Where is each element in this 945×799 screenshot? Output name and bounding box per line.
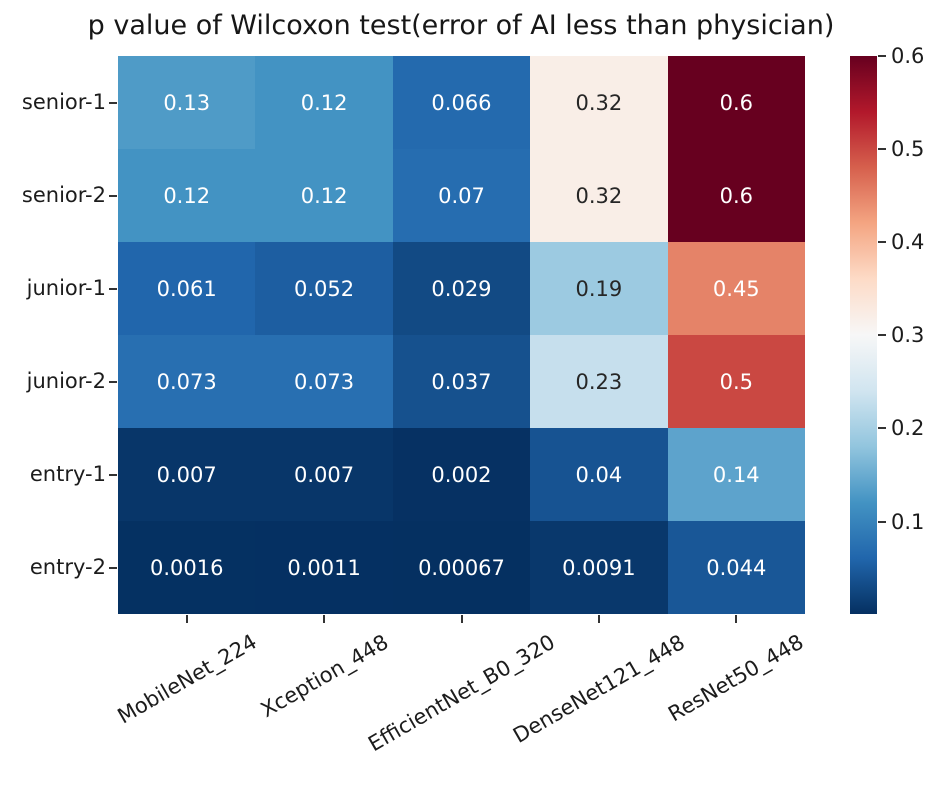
colorbar-tick — [878, 241, 886, 244]
heatmap-grid: 0.13 0.12 0.066 0.32 0.6 0.12 0.12 0.07 0.32 0.6 0… — [118, 56, 805, 614]
heatmap-cell: 0.066 — [392, 56, 531, 149]
heatmap-cell: 0.007 — [118, 428, 256, 521]
y-tick — [109, 194, 117, 197]
colorbar-tick — [878, 427, 886, 430]
heatmap-cell: 0.0016 — [118, 521, 256, 614]
y-axis-label: junior-2 — [26, 369, 106, 393]
colorbar-tick-label: 0.1 — [891, 509, 925, 534]
heatmap-cell: 0.0011 — [255, 521, 393, 614]
heatmap-cell: 0.007 — [255, 428, 393, 521]
heatmap-cell: 0.073 — [118, 335, 256, 428]
colorbar-tick-label: 0.2 — [891, 416, 925, 441]
heatmap-cell: 0.32 — [530, 56, 668, 149]
heatmap-cell: 0.12 — [255, 149, 393, 242]
chart-title: p value of Wilcoxon test(error of AI les… — [87, 10, 835, 41]
y-axis-label: entry-1 — [29, 462, 106, 486]
heatmap-cell: 0.6 — [667, 56, 805, 149]
heatmap-cell: 0.002 — [392, 428, 531, 521]
colorbar-tick-label: 0.6 — [891, 44, 925, 68]
y-tick — [109, 566, 117, 569]
heatmap-cell: 0.073 — [255, 335, 393, 428]
heatmap-cell: 0.0091 — [530, 521, 668, 614]
colorbar-tick — [878, 55, 886, 57]
colorbar-tick — [878, 148, 886, 151]
colorbar-tick-label: 0.3 — [891, 323, 925, 348]
heatmap-cell: 0.6 — [667, 149, 805, 242]
heatmap-cell: 0.00067 — [392, 521, 531, 614]
heatmap-cell: 0.029 — [392, 242, 531, 335]
heatmap-cell: 0.13 — [118, 56, 256, 149]
y-axis-label: senior-2 — [21, 183, 106, 207]
y-axis-label: junior-1 — [26, 276, 106, 300]
y-axis-label: entry-2 — [29, 555, 106, 579]
heatmap-cell: 0.19 — [530, 242, 668, 335]
heatmap-cell: 0.45 — [667, 242, 805, 335]
heatmap-cell: 0.044 — [667, 521, 805, 614]
colorbar-gradient — [850, 56, 877, 614]
heatmap-cell: 0.23 — [530, 335, 668, 428]
heatmap-cell: 0.14 — [667, 428, 805, 521]
x-tick — [460, 615, 463, 623]
y-tick — [109, 380, 117, 383]
heatmap-cell: 0.052 — [255, 242, 393, 335]
heatmap-cell: 0.12 — [255, 56, 393, 149]
colorbar-tick — [878, 520, 886, 523]
heatmap-cell: 0.07 — [392, 149, 531, 242]
x-tick — [323, 615, 326, 623]
heatmap-cell: 0.12 — [118, 149, 256, 242]
colorbar-tick-label: 0.4 — [891, 230, 925, 255]
x-axis-label: MobileNet_224 — [113, 629, 261, 729]
x-tick — [185, 615, 188, 623]
heatmap-cell: 0.061 — [118, 242, 256, 335]
x-axis-label: ResNet50_448 — [664, 630, 808, 727]
y-tick — [109, 101, 117, 104]
x-tick — [735, 615, 738, 623]
heatmap-cell: 0.037 — [392, 335, 531, 428]
heatmap-cell: 0.04 — [530, 428, 668, 521]
y-tick — [109, 287, 117, 290]
y-tick — [109, 473, 117, 476]
heatmap-cell: 0.32 — [530, 149, 668, 242]
x-tick — [597, 615, 600, 623]
y-axis-label: senior-1 — [21, 90, 106, 114]
colorbar-tick — [878, 334, 886, 337]
heatmap-cell: 0.5 — [667, 335, 805, 428]
x-axis-label: Xception_448 — [256, 629, 393, 723]
colorbar-tick-label: 0.5 — [891, 137, 925, 162]
